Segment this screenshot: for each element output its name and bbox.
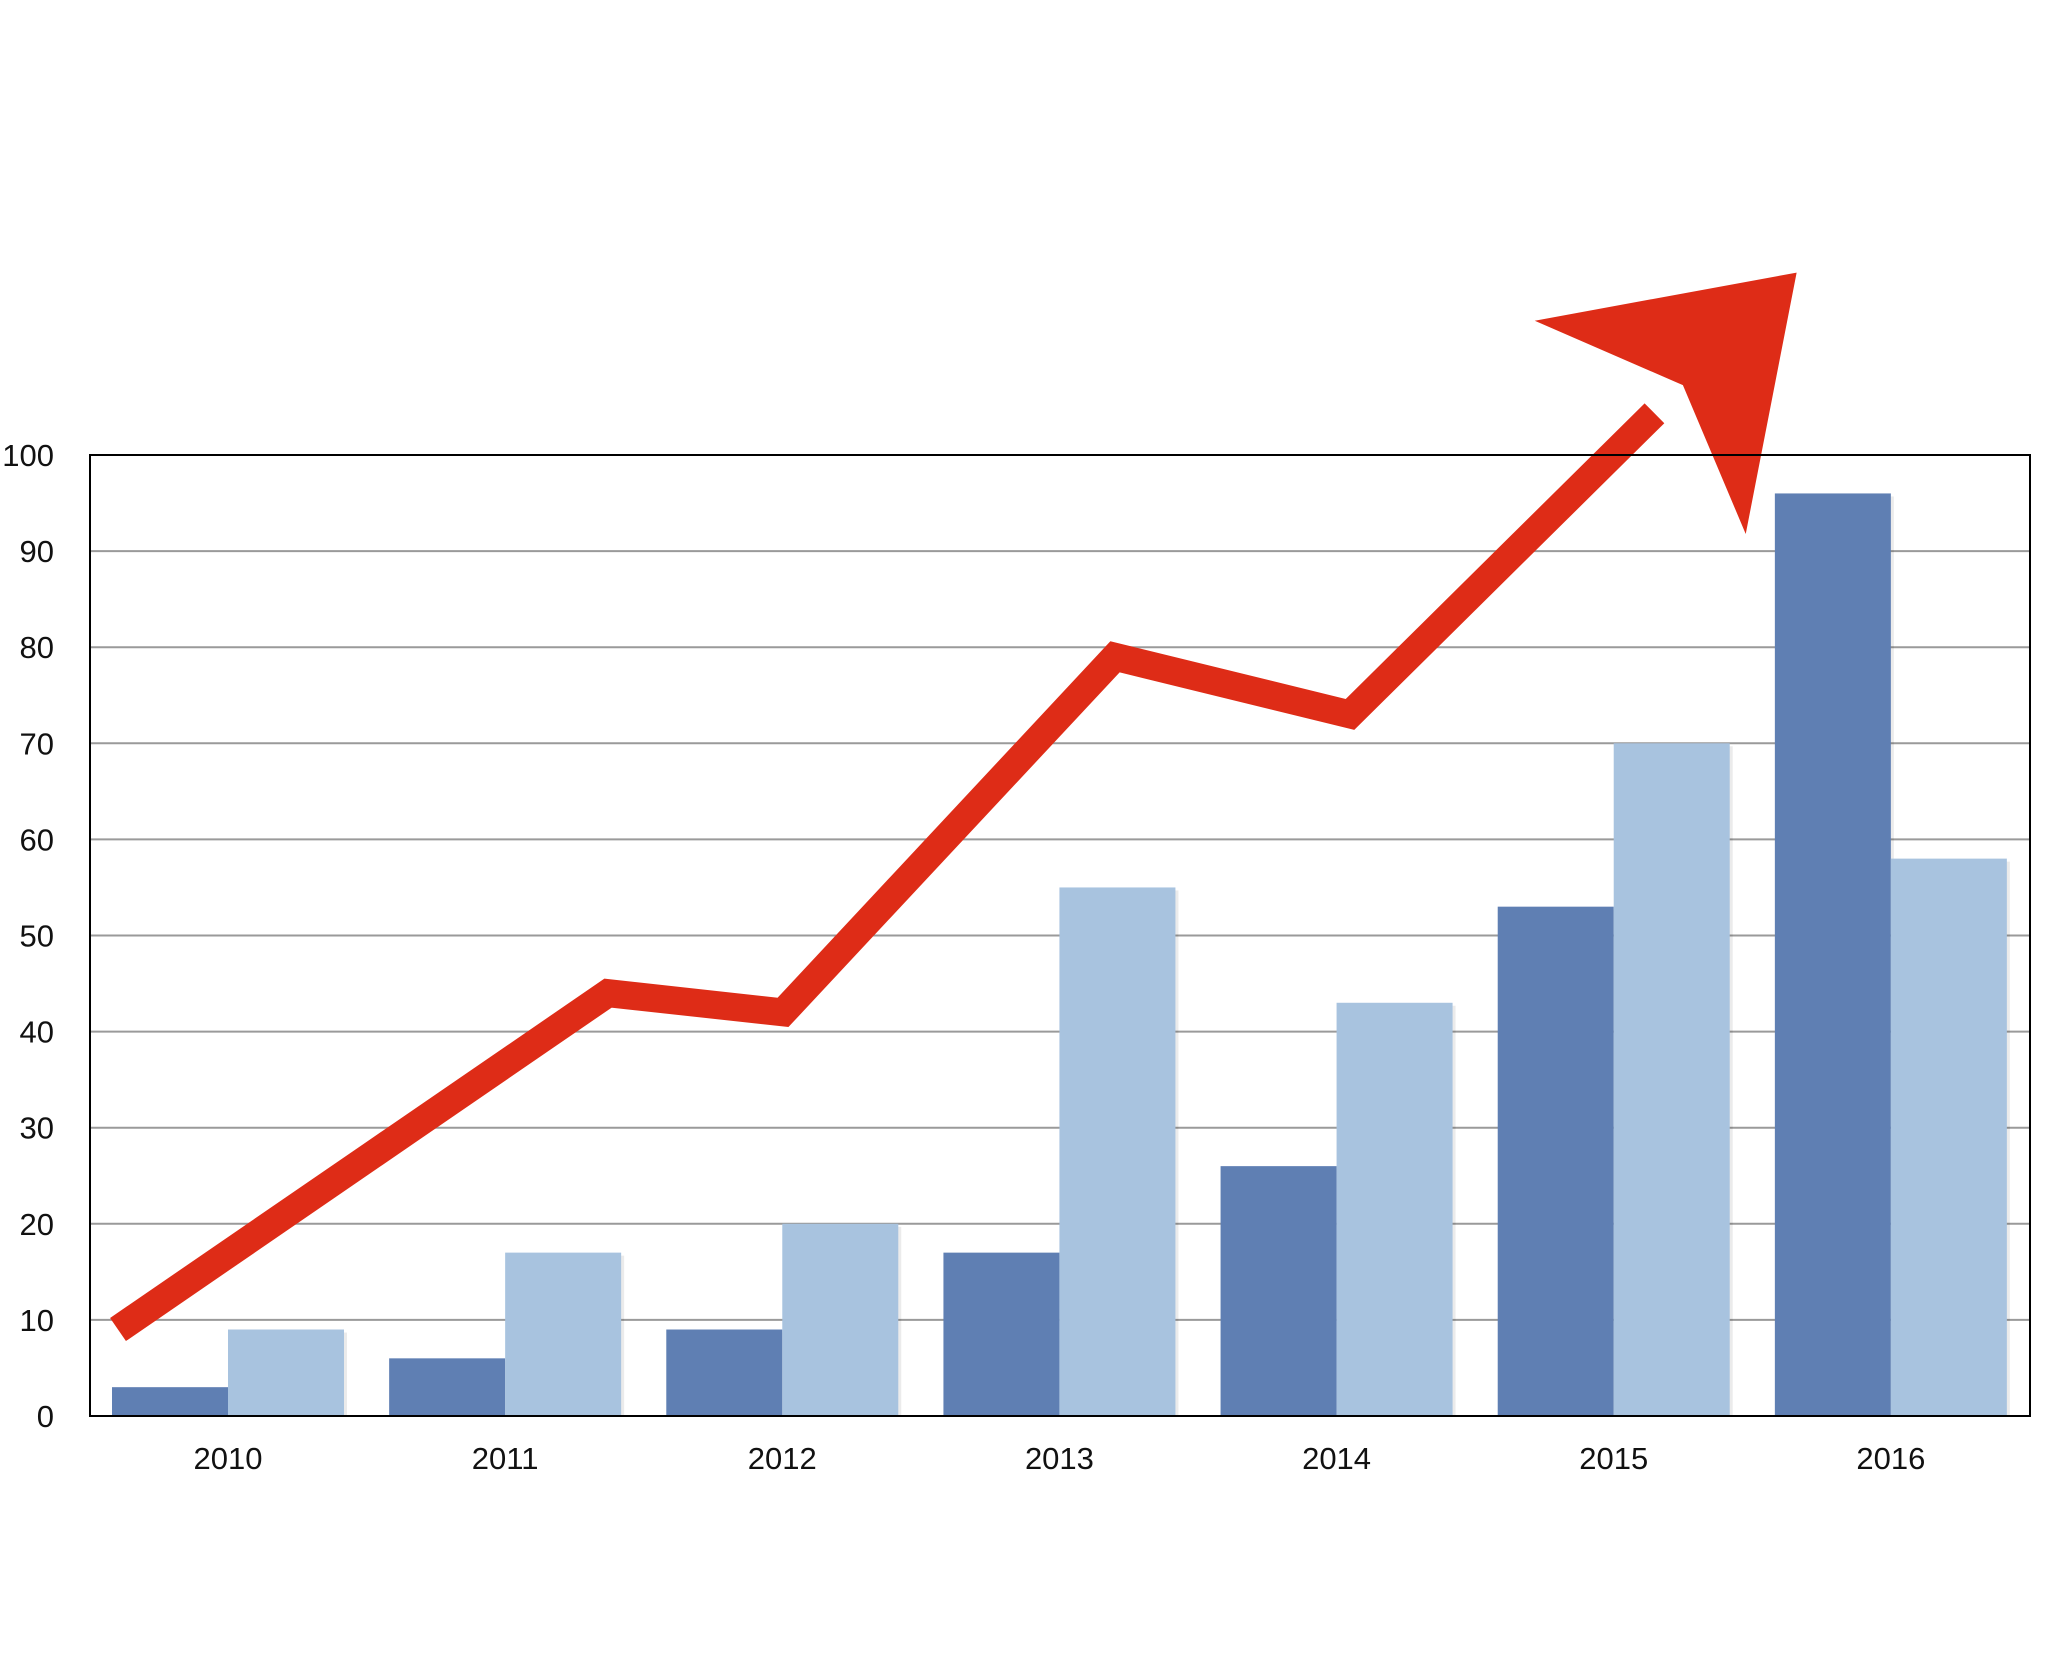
y-tick-label: 0 [37,1399,54,1434]
bar-series-2-2014 [1336,1002,1453,1416]
bar-series-2-2010 [228,1329,344,1416]
trend-arrow-line [110,403,1665,1342]
x-axis-ticks: 2010 2011 2012 2013 2014 2015 2016 [194,1441,1926,1476]
bar-series-1-2012 [666,1329,783,1416]
bars [112,493,2010,1416]
bar-series-1-2016 [1774,493,1891,1416]
y-axis-ticks: 0 10 20 30 40 50 60 70 80 90 100 [2,438,54,1434]
y-tick-label: 50 [20,919,54,954]
y-tick-label: 20 [20,1207,54,1242]
x-tick-label: 2015 [1579,1441,1648,1476]
y-tick-label: 90 [20,534,54,569]
bar-series-2-2015 [1613,743,1730,1416]
bar-series-1-2011 [389,1358,506,1416]
bar-series-2-2016 [1890,858,2007,1416]
y-tick-label: 70 [20,726,54,761]
x-tick-label: 2016 [1856,1441,1925,1476]
bar-series-2-2013 [1059,887,1176,1416]
bar-series-2-2011 [505,1252,622,1416]
x-tick-label: 2010 [194,1441,263,1476]
x-tick-label: 2011 [472,1441,539,1476]
y-tick-label: 100 [2,438,54,473]
bar-series-1-2014 [1220,1166,1337,1416]
bar-series-2-2012 [782,1223,899,1416]
x-tick-label: 2014 [1302,1441,1371,1476]
y-tick-label: 10 [20,1303,54,1338]
x-tick-label: 2012 [748,1441,817,1476]
plot-frame [89,454,2031,1417]
bar-series-1-2015 [1497,906,1614,1416]
y-tick-label: 30 [20,1111,54,1146]
bar-series-1-2013 [943,1252,1060,1416]
x-tick-label: 2013 [1025,1441,1094,1476]
y-tick-label: 60 [20,822,54,857]
y-tick-label: 80 [20,630,54,665]
y-tick-label: 40 [20,1015,54,1050]
trend-arrow-group [110,272,1797,1342]
bar-series-1-2010 [112,1387,228,1416]
trend-arrow-head [1534,272,1797,534]
